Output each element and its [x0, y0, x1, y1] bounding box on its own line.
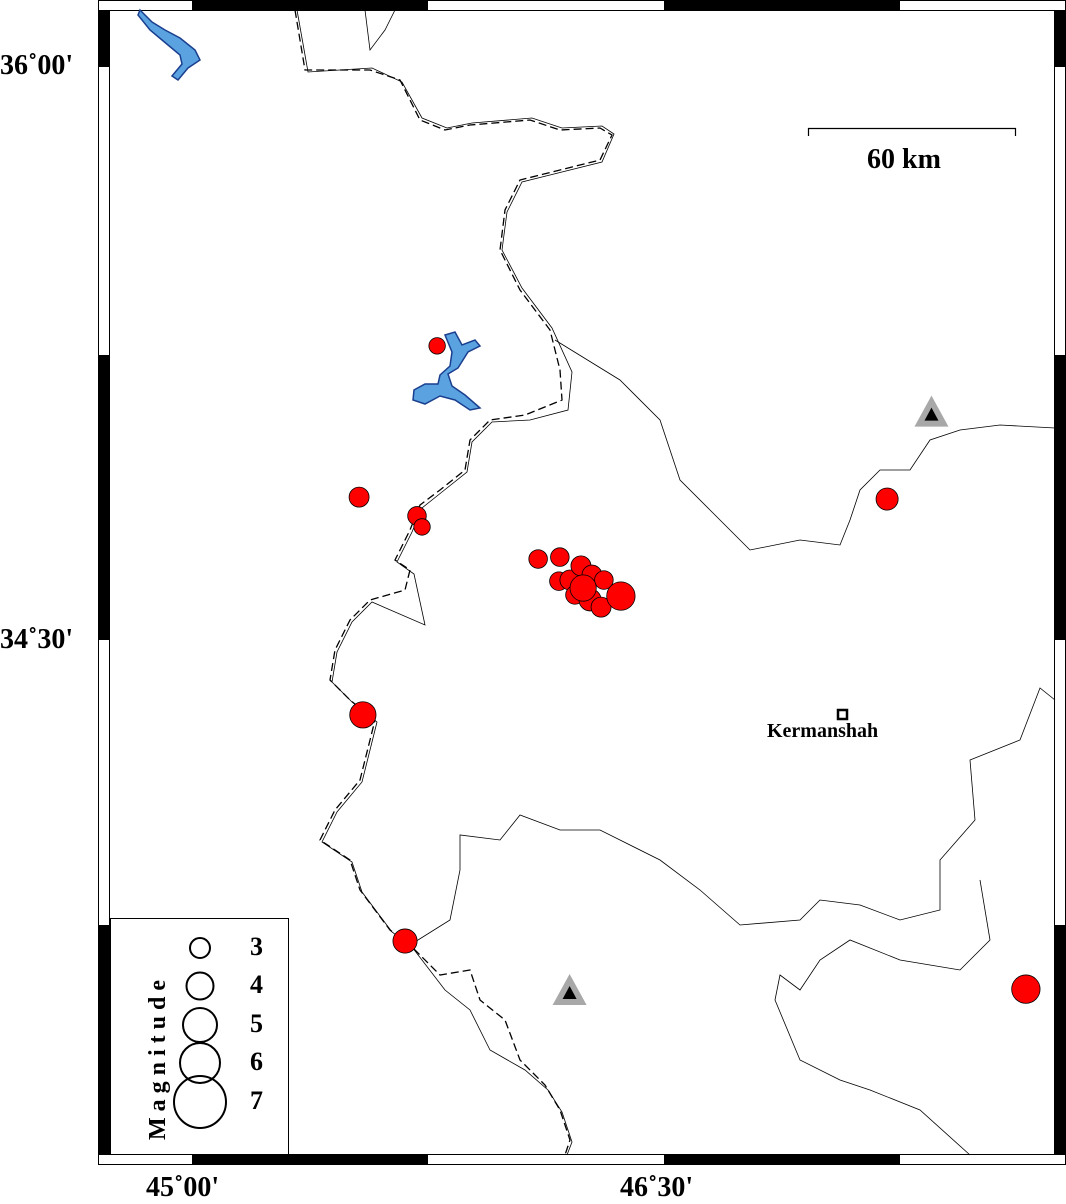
scale-bar-label: 60 km [867, 144, 941, 175]
station-triangle-icon [552, 973, 587, 1005]
earthquake-event [875, 487, 899, 511]
earthquake-event [413, 518, 431, 536]
earthquake-event [594, 570, 614, 590]
province-border-southeast [774, 879, 991, 1156]
legend-label: 3 [250, 932, 263, 961]
station-triangle-icon [914, 395, 949, 427]
lat-label-34-30: 34˚30' [0, 624, 74, 655]
legend-label: 4 [250, 970, 263, 999]
earthquake-event [569, 574, 597, 602]
stations [552, 395, 949, 1005]
earthquake-event [1011, 974, 1041, 1004]
earthquake-event [348, 486, 370, 508]
city-label-kermanshah: Kermanshah [767, 720, 879, 742]
province-border-top [364, 9, 396, 52]
legend-label: 5 [250, 1009, 263, 1038]
province-border-south [409, 687, 1056, 946]
earthquake-event [590, 596, 612, 618]
earthquake-event [606, 581, 636, 611]
province-border-north [554, 339, 1056, 551]
lake-south [412, 331, 482, 411]
lake-north [137, 8, 201, 81]
legend [110, 918, 289, 1155]
scale-bar [807, 127, 1017, 136]
legend-circle [173, 1075, 227, 1129]
earthquake-event [550, 547, 570, 567]
legend-title: Magnitude [145, 973, 171, 1140]
earthquake-events [348, 337, 1041, 1004]
earthquake-event [349, 701, 377, 729]
legend-circle [185, 971, 215, 1001]
lon-label-46-30: 46˚30' [620, 1172, 694, 1203]
lat-label-36: 36˚00' [0, 50, 74, 81]
legend-label: 6 [250, 1047, 263, 1076]
legend-label: 7 [250, 1086, 263, 1115]
earthquake-event [392, 928, 418, 954]
legend-circle [179, 1042, 221, 1084]
earthquake-event [428, 337, 446, 355]
legend-circle [189, 937, 211, 959]
city-marker-kermanshah [836, 708, 849, 721]
lon-label-45: 45˚00' [146, 1172, 220, 1203]
earthquake-event [528, 549, 548, 569]
